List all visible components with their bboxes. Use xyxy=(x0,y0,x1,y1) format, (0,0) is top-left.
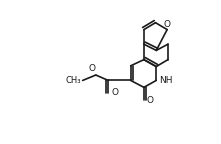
Text: NH: NH xyxy=(159,76,173,85)
Text: O: O xyxy=(147,96,154,105)
Text: CH₃: CH₃ xyxy=(66,76,81,85)
Text: O: O xyxy=(88,65,95,73)
Text: O: O xyxy=(164,20,171,29)
Text: O: O xyxy=(111,88,118,97)
